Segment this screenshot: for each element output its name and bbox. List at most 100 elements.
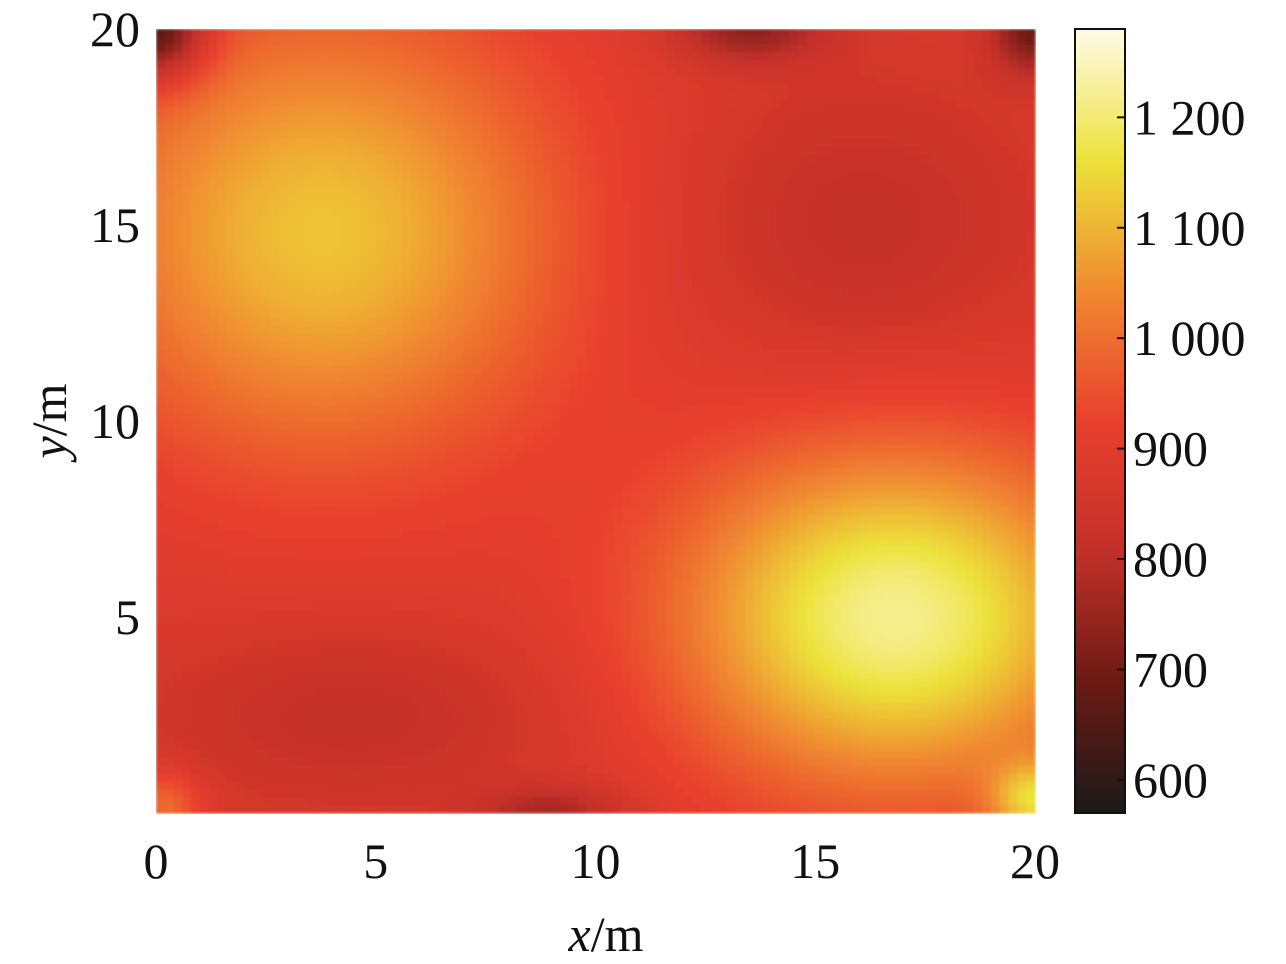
heatmap-cell xyxy=(226,52,236,61)
heatmap-cell xyxy=(832,130,843,140)
heatmap-cell xyxy=(349,279,359,289)
heatmap-cell xyxy=(481,107,491,116)
heatmap-cell xyxy=(323,256,333,265)
heatmap-cell xyxy=(595,209,605,218)
heatmap-cell xyxy=(639,68,649,77)
heatmap-cell xyxy=(384,185,394,195)
heatmap-cell xyxy=(762,287,772,297)
heatmap-cell xyxy=(999,350,1010,359)
heatmap-cell xyxy=(358,287,368,297)
heatmap-cell xyxy=(349,193,359,203)
heatmap-cell xyxy=(586,154,597,163)
heatmap-cell xyxy=(516,217,526,226)
heatmap-cell xyxy=(595,123,605,132)
heatmap-cell xyxy=(428,193,438,203)
heatmap-cell xyxy=(498,60,509,69)
heatmap-cell xyxy=(472,68,482,77)
heatmap-cell xyxy=(692,185,702,195)
heatmap-cell xyxy=(331,311,342,320)
heatmap-cell xyxy=(1017,326,1027,336)
heatmap-cell xyxy=(191,201,201,210)
heatmap-cell xyxy=(648,138,658,148)
heatmap-cell xyxy=(938,91,948,101)
heatmap-cell xyxy=(674,311,684,320)
heatmap-cell xyxy=(841,326,852,336)
heatmap-cell xyxy=(235,130,245,140)
heatmap-cell xyxy=(226,311,236,320)
heatmap-cell xyxy=(999,130,1010,140)
heatmap-cell xyxy=(744,146,755,156)
heatmap-cell xyxy=(613,91,623,101)
heatmap-cell xyxy=(533,123,544,132)
heatmap-cell xyxy=(173,83,183,93)
heatmap-cell xyxy=(604,193,614,203)
heatmap-cell xyxy=(780,123,790,132)
heatmap-cell xyxy=(850,279,860,289)
heatmap-cell xyxy=(586,29,597,38)
heatmap-cell xyxy=(402,405,412,414)
heatmap-cell xyxy=(287,272,298,281)
heatmap-cell xyxy=(463,52,474,61)
heatmap-cell xyxy=(375,366,386,375)
heatmap-cell xyxy=(560,185,570,195)
heatmap-cell xyxy=(235,334,245,344)
heatmap-cell xyxy=(630,60,641,69)
heatmap-cell xyxy=(1008,185,1019,195)
heatmap-cell xyxy=(393,201,403,210)
heatmap-cell xyxy=(1008,334,1019,344)
heatmap-cell xyxy=(929,256,939,265)
heatmap-cell xyxy=(850,264,860,273)
heatmap-cell xyxy=(709,154,720,163)
heatmap-cell xyxy=(296,287,307,297)
heatmap-cell xyxy=(375,381,386,391)
heatmap-cell xyxy=(736,405,746,414)
heatmap-cell xyxy=(832,232,843,242)
heatmap-cell xyxy=(156,60,166,69)
heatmap-cell xyxy=(349,319,359,328)
heatmap-cell xyxy=(1008,130,1019,140)
heatmap-cell xyxy=(815,60,825,69)
heatmap-cell xyxy=(700,177,711,187)
heatmap-cell xyxy=(156,177,166,187)
heatmap-cell xyxy=(419,146,430,156)
heatmap-cell xyxy=(331,232,342,242)
heatmap-cell xyxy=(920,405,931,414)
heatmap-cell xyxy=(674,123,684,132)
heatmap-cell xyxy=(305,209,315,218)
heatmap-cell xyxy=(340,326,350,336)
heatmap-cell xyxy=(490,342,500,352)
heatmap-cell xyxy=(516,350,526,359)
heatmap-cell xyxy=(305,91,315,101)
heatmap-cell xyxy=(929,209,939,218)
heatmap-cell xyxy=(973,52,983,61)
heatmap-cell xyxy=(700,209,711,218)
heatmap-cell xyxy=(490,146,500,156)
heatmap-cell xyxy=(270,29,280,38)
heatmap-cell xyxy=(1017,311,1027,320)
heatmap-cell xyxy=(762,209,772,218)
heatmap-cell xyxy=(982,146,992,156)
heatmap-cell xyxy=(867,334,878,344)
heatmap-cell xyxy=(885,358,895,367)
heatmap-cell xyxy=(955,232,966,242)
heatmap-cell xyxy=(621,366,632,375)
heatmap-cell xyxy=(314,225,324,234)
heatmap-cell xyxy=(279,381,289,391)
heatmap-cell xyxy=(692,264,702,273)
heatmap-cell xyxy=(533,107,544,116)
heatmap-cell xyxy=(586,413,597,422)
heatmap-cell xyxy=(955,29,966,38)
heatmap-cell xyxy=(560,397,570,406)
heatmap-cell xyxy=(454,264,465,273)
heatmap-cell xyxy=(516,295,526,304)
heatmap-cell xyxy=(1026,334,1036,344)
heatmap-cell xyxy=(876,99,887,108)
heatmap-cell xyxy=(296,358,307,367)
heatmap-cell xyxy=(164,170,175,179)
heatmap-cell xyxy=(718,217,728,226)
heatmap-cell xyxy=(393,76,403,85)
heatmap-cell xyxy=(217,83,227,93)
heatmap-cell xyxy=(208,248,219,257)
heatmap-cell xyxy=(182,170,192,179)
